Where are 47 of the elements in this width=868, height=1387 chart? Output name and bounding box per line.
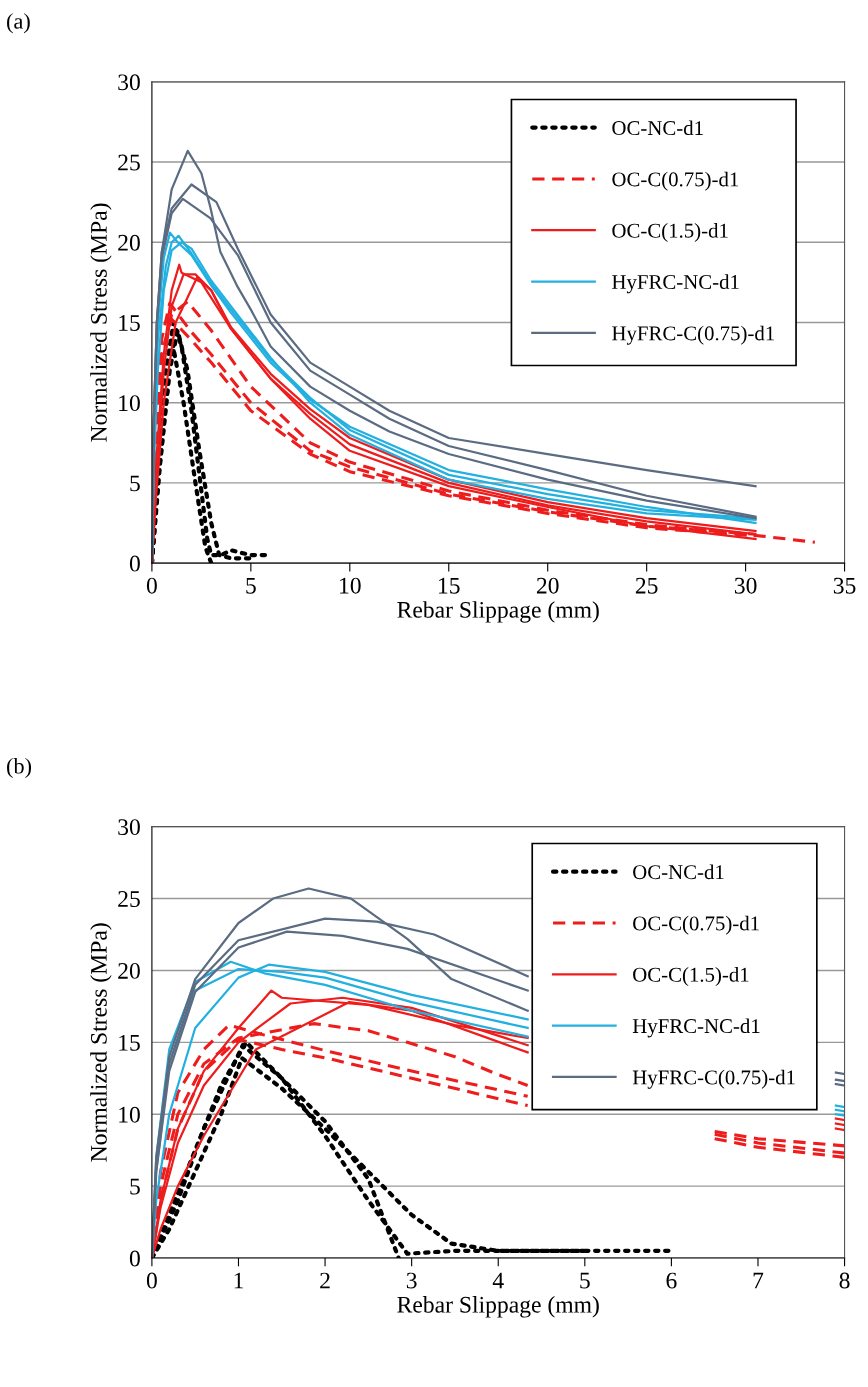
x-tick-label: 35 [833, 577, 856, 594]
x-tick-label: 7 [753, 1272, 764, 1289]
x-tick-label: 2 [320, 1272, 330, 1289]
x-tick-label: 10 [340, 577, 361, 594]
x-tick-label: 30 [734, 577, 757, 594]
legend-label: OC-C(1.5)-d1 [633, 967, 749, 987]
y-tick-label: 25 [118, 154, 140, 171]
y-tick-label: 10 [119, 395, 140, 412]
text: (a) [7, 13, 30, 34]
x-tick-label: 20 [536, 577, 559, 594]
text: (b) [7, 757, 32, 779]
y-tick-label: 30 [118, 819, 140, 836]
x-tick-label: 0 [146, 1272, 157, 1289]
x-tick-label: 5 [246, 577, 256, 594]
y-tick-label: 0 [129, 1250, 140, 1267]
x-axis-title: Rebar Slippage (mm) [397, 1296, 599, 1318]
y-tick-label: 5 [130, 1178, 140, 1195]
legend-label: OC-NC-d1 [612, 120, 703, 136]
x-tick-label: 8 [839, 1272, 850, 1289]
y-tick-label: 15 [119, 1034, 140, 1051]
x-tick-label: 1 [234, 1272, 243, 1289]
y-tick-label: 15 [119, 315, 140, 331]
y-tick-label: 20 [118, 962, 140, 979]
x-tick-label: 15 [439, 577, 460, 594]
legend-label: OC-C(0.75)-d1 [612, 171, 739, 191]
legend-label: HyFRC-NC-d1 [612, 274, 739, 294]
legend-label: HyFRC-C(0.75)-d1 [612, 325, 774, 345]
x-tick-label: 4 [492, 1272, 504, 1289]
y-axis-title: Normalized Stress (MPa) [90, 203, 112, 442]
y-tick-label: 10 [119, 1106, 140, 1123]
x-tick-label: 3 [406, 1272, 417, 1289]
x-tick-label: 5 [580, 1272, 590, 1289]
y-axis-title: Normalized Stress (MPa) [90, 923, 112, 1162]
x-axis-title: Rebar Slippage (mm) [397, 601, 599, 623]
x-tick-label: 6 [666, 1272, 677, 1289]
y-tick-label: 30 [118, 74, 140, 91]
legend-label: OC-C(0.75)-d1 [633, 915, 759, 935]
x-tick-label: 25 [635, 577, 658, 594]
legend-label: HyFRC-NC-d1 [632, 1018, 760, 1038]
legend-label: OC-C(1.5)-d1 [612, 223, 728, 242]
y-tick-label: 5 [130, 475, 140, 492]
y-tick-label: 25 [118, 891, 140, 907]
x-tick-label: 0 [146, 577, 157, 594]
y-tick-label: 20 [118, 234, 140, 251]
y-tick-label: 0 [129, 555, 140, 572]
legend-label: OC-NC-d1 [633, 864, 724, 880]
legend-label: HyFRC-C(0.75)-d1 [632, 1069, 795, 1089]
